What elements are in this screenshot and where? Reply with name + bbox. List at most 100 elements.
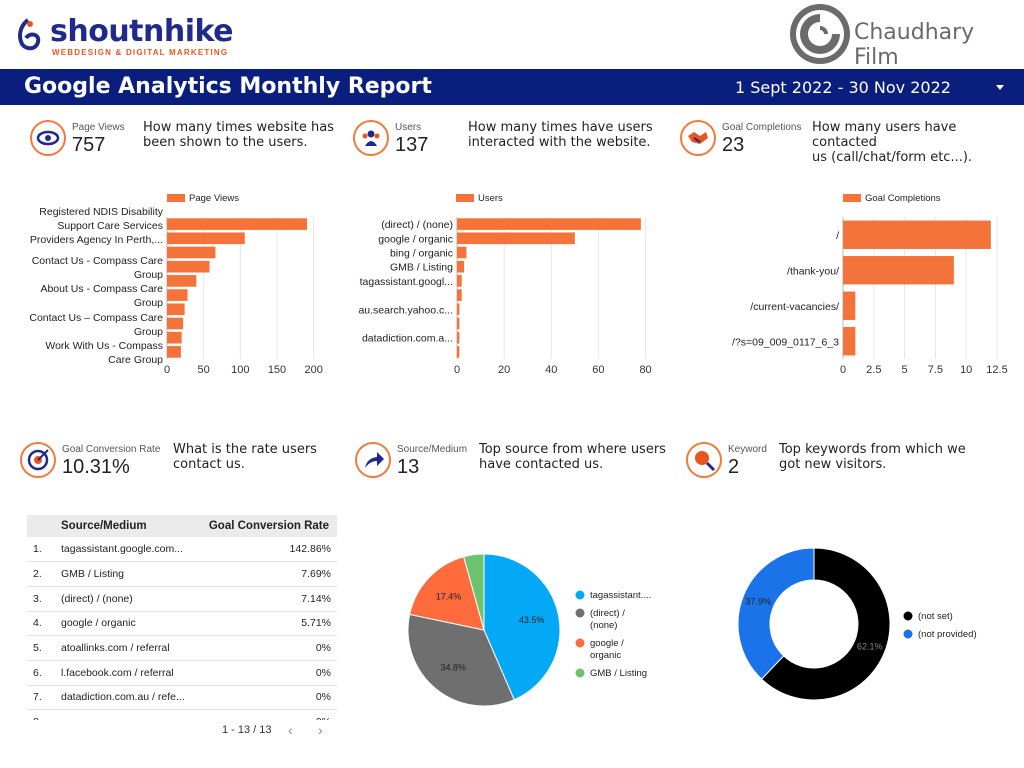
users-icon bbox=[353, 120, 389, 156]
kpi-value: 137 bbox=[395, 134, 429, 156]
y-tick-label: Contact Us – Compass Care bbox=[29, 312, 163, 324]
table-cell-source-medium bbox=[61, 709, 197, 720]
handshake-icon bbox=[680, 120, 716, 156]
chevron-down-icon[interactable] bbox=[996, 85, 1004, 90]
bar bbox=[457, 289, 462, 301]
y-tick-label: /?s=09_009_0117_6_3 bbox=[732, 336, 839, 348]
bar bbox=[167, 331, 182, 344]
kpi-description: How many users have contacted us (call/c… bbox=[812, 120, 1010, 165]
kpi-value: 10.31% bbox=[62, 456, 130, 478]
legend-marker bbox=[575, 668, 585, 678]
keyword-donut-chart: 62.1% 37.9% (not set) (not provided) bbox=[737, 547, 977, 701]
kpi-description-line: us (call/chat/form etc...). bbox=[812, 150, 973, 165]
table-header-row: Source/Medium Goal Conversion Rate bbox=[27, 515, 337, 537]
kpi-description-line: interacted with the website. bbox=[468, 135, 651, 150]
table-row[interactable]: 2. GMB / Listing 7.69% bbox=[27, 561, 337, 587]
date-range-picker[interactable]: 1 Sept 2022 - 30 Nov 2022 bbox=[735, 78, 951, 97]
data-label: 17.4% bbox=[436, 592, 462, 602]
y-tick-label: GMB / Listing bbox=[390, 262, 453, 274]
x-tick-label: 2.5 bbox=[866, 364, 881, 376]
table-cell-source-medium: l.facebook.com / referral bbox=[61, 660, 197, 686]
legend-marker bbox=[575, 608, 585, 618]
table-cell-source-medium: google / organic bbox=[61, 611, 197, 637]
table-header-goal-conversion-rate[interactable]: Goal Conversion Rate bbox=[196, 515, 337, 537]
table-row[interactable]: 4. google / organic 5.71% bbox=[27, 611, 337, 637]
kpi-label: Source/Medium bbox=[397, 444, 468, 455]
pie-slice bbox=[407, 613, 515, 707]
keyword-search-icon bbox=[686, 442, 722, 478]
y-tick-label: Contact Us - Compass Care bbox=[32, 255, 163, 267]
table-cell-rate: 5.71% bbox=[196, 611, 337, 637]
chevron-right-icon[interactable]: › bbox=[318, 722, 323, 738]
brand-name-left: shoutnhike bbox=[50, 14, 234, 49]
data-label: 34.8% bbox=[440, 663, 466, 673]
kpi-value: 13 bbox=[397, 456, 420, 478]
table-header-source-medium[interactable]: Source/Medium bbox=[61, 515, 197, 537]
legend-label: GMB / Listing bbox=[590, 668, 647, 679]
kpi-description: Top keywords from which we got new visit… bbox=[779, 442, 966, 472]
table-cell-rate: 0% bbox=[196, 635, 337, 661]
pie-slice bbox=[737, 547, 815, 680]
bar bbox=[843, 291, 856, 320]
legend-label: (not provided) bbox=[918, 629, 977, 640]
chevron-left-icon[interactable]: ‹ bbox=[288, 722, 293, 738]
table-row[interactable]: 6. l.facebook.com / referral 0% bbox=[27, 660, 337, 686]
y-tick-label: Care Group bbox=[108, 354, 163, 366]
bar bbox=[457, 218, 641, 230]
x-tick-label: 5 bbox=[902, 364, 908, 376]
legend-label: (none) bbox=[590, 620, 617, 631]
table-cell-index: 7. bbox=[27, 685, 61, 711]
table-row[interactable]: 5. atoallinks.com / referral 0% bbox=[27, 635, 337, 661]
kpi-description-line: have contacted us. bbox=[479, 457, 604, 472]
y-tick-label: Group bbox=[134, 326, 163, 338]
data-label: 62.1% bbox=[857, 641, 883, 651]
kpi-description-line: Top keywords from which we bbox=[779, 442, 966, 457]
kpi-description: How many times have users interacted wit… bbox=[468, 120, 653, 150]
table-row[interactable]: 8. 0% bbox=[27, 709, 337, 720]
y-tick-label: Registered NDIS Disability bbox=[39, 206, 163, 218]
x-tick-label: 80 bbox=[639, 364, 651, 376]
bar bbox=[167, 289, 188, 301]
bar bbox=[167, 275, 197, 287]
y-tick-label: datadiction.com.a... bbox=[362, 333, 453, 345]
bar bbox=[167, 317, 184, 330]
table-row[interactable]: 3. (direct) / (none) 7.14% bbox=[27, 586, 337, 612]
kpi-label: Page Views bbox=[72, 122, 125, 133]
legend-label: Goal Completions bbox=[865, 193, 941, 204]
legend-swatch bbox=[167, 194, 185, 202]
table-pagination-label: 1 - 13 / 13 bbox=[222, 724, 272, 736]
x-tick-label: 100 bbox=[231, 364, 249, 376]
bar bbox=[167, 218, 308, 230]
legend-swatch bbox=[456, 194, 474, 202]
x-tick-label: 12.5 bbox=[986, 364, 1007, 376]
bar bbox=[167, 260, 210, 273]
y-tick-label: Group bbox=[134, 269, 163, 281]
kpi-description: How many times website has been shown to… bbox=[143, 120, 334, 150]
table-cell-index: 5. bbox=[27, 635, 61, 661]
y-tick-label: au.search.yahoo.c... bbox=[358, 304, 453, 316]
kpi-label: Keyword bbox=[728, 444, 767, 455]
kpi-description-line: What is the rate users bbox=[173, 442, 317, 457]
source-medium-table: Source/Medium Goal Conversion Rate 1. tag… bbox=[27, 515, 337, 720]
y-tick-label: Group bbox=[134, 297, 163, 309]
y-tick-label: About Us - Compass Care bbox=[40, 283, 163, 295]
table-row[interactable]: 1. tagassistant.google.com... 142.86% bbox=[27, 537, 337, 563]
x-tick-label: 20 bbox=[498, 364, 510, 376]
kpi-description-line: How many users have contacted bbox=[812, 120, 957, 150]
pie-slice bbox=[483, 553, 561, 701]
table-cell-index: 4. bbox=[27, 611, 61, 637]
y-tick-label: /current-vacancies/ bbox=[750, 301, 839, 313]
y-tick-label: Support Care Services bbox=[57, 220, 163, 232]
x-tick-label: 7.5 bbox=[928, 364, 943, 376]
table-header-index bbox=[27, 515, 61, 537]
legend-swatch bbox=[843, 194, 861, 202]
table-cell-index: 6. bbox=[27, 660, 61, 686]
y-tick-label: / bbox=[836, 230, 839, 242]
table-cell-rate: 0% bbox=[196, 685, 337, 711]
shoutnhike-mark-icon bbox=[18, 18, 41, 51]
kpi-value: 757 bbox=[72, 134, 106, 156]
x-tick-label: 0 bbox=[840, 364, 846, 376]
table-row[interactable]: 7. datadiction.com.au / refe... 0% bbox=[27, 685, 337, 711]
bar bbox=[457, 275, 462, 287]
kpi-description: Top source from where users have contact… bbox=[479, 442, 666, 472]
